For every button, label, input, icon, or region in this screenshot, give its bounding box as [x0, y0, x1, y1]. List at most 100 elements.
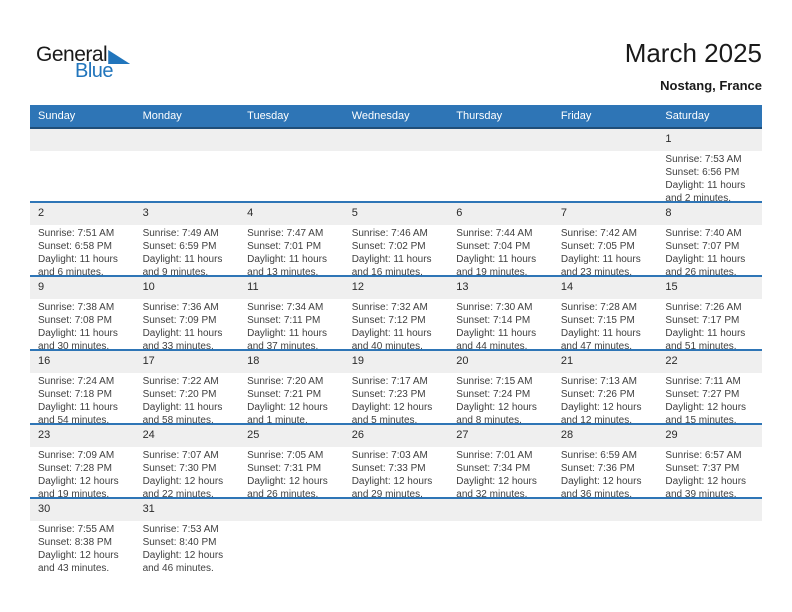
- sunrise-text: Sunrise: 7:03 AM: [351, 450, 428, 461]
- week-body: Sunrise: 7:53 AM Sunset: 6:56 PM Daylight:…: [30, 151, 762, 204]
- day-number: 10: [142, 281, 155, 293]
- logo-text-general: General: [36, 43, 108, 66]
- week-body: Sunrise: 7:55 AM Sunset: 8:38 PM Daylight:…: [30, 521, 762, 574]
- day-cell: Sunrise: 7:53 AM Sunset: 6:56 PM Daylight:…: [657, 151, 762, 205]
- sunrise-text: Sunrise: 7:53 AM: [142, 524, 219, 535]
- empty-day-number: [135, 129, 240, 151]
- sunset-text: Sunset: 7:04 PM: [456, 241, 531, 252]
- day-number: 9: [38, 281, 45, 293]
- day-number: 15: [665, 281, 678, 293]
- day-cell: Sunrise: 7:44 AM Sunset: 7:04 PM Daylight:…: [448, 225, 553, 279]
- week-body: Sunrise: 7:24 AM Sunset: 7:18 PM Daylight:…: [30, 373, 762, 426]
- empty-day-cell: [239, 521, 344, 575]
- weekday-monday: Monday: [142, 110, 182, 122]
- weekday-thursday: Thursday: [456, 110, 503, 122]
- daylight-text: Daylight: 12 hours and 29 minutes.: [351, 476, 433, 500]
- day-number: 2: [38, 207, 45, 219]
- sunset-text: Sunset: 7:30 PM: [142, 463, 217, 474]
- weekday-friday: Friday: [560, 110, 592, 122]
- sunset-text: Sunset: 7:27 PM: [665, 389, 740, 400]
- day-number: 25: [247, 429, 260, 441]
- sunrise-text: Sunrise: 7:07 AM: [142, 450, 219, 461]
- day-cell: Sunrise: 7:30 AM Sunset: 7:14 PM Daylight:…: [448, 299, 553, 353]
- daylight-text: Daylight: 11 hours and 51 minutes.: [665, 328, 746, 352]
- sunset-text: Sunset: 7:05 PM: [560, 241, 635, 252]
- sunset-text: Sunset: 7:01 PM: [247, 241, 322, 252]
- day-cell: Sunrise: 7:15 AM Sunset: 7:24 PM Daylight:…: [448, 373, 553, 427]
- day-cell: Sunrise: 7:53 AM Sunset: 8:40 PM Daylight:…: [135, 521, 240, 575]
- day-cell: Sunrise: 6:59 AM Sunset: 7:36 PM Daylight:…: [553, 447, 658, 501]
- empty-day-number: [448, 129, 553, 151]
- sunset-text: Sunset: 7:21 PM: [247, 389, 322, 400]
- sunrise-text: Sunrise: 7:26 AM: [665, 302, 742, 313]
- sunrise-text: Sunrise: 7:55 AM: [38, 524, 115, 535]
- sunset-text: Sunset: 7:08 PM: [38, 315, 112, 326]
- empty-day-cell: [657, 521, 762, 575]
- day-number: 13: [456, 281, 469, 293]
- day-number-band: 1: [30, 129, 762, 151]
- week-row: 1 Sunrise: 7:53 AM Sunset: 6:56 PM Daylight…: [30, 129, 762, 204]
- empty-day-number: [30, 129, 135, 151]
- daylight-text: Daylight: 12 hours and 43 minutes.: [38, 550, 119, 574]
- sunset-text: Sunset: 7:36 PM: [560, 463, 635, 474]
- day-number-band: 16 17 18 19 20 21 22: [30, 351, 762, 373]
- day-number: 30: [38, 503, 51, 515]
- day-number: 14: [560, 281, 574, 293]
- day-number: 4: [247, 207, 254, 219]
- sunset-text: Sunset: 7:33 PM: [351, 463, 426, 474]
- day-number: 29: [665, 429, 678, 441]
- sunset-text: Sunset: 7:34 PM: [456, 463, 531, 474]
- daylight-text: Daylight: 11 hours and 47 minutes.: [560, 328, 641, 352]
- sunset-text: Sunset: 7:31 PM: [247, 463, 322, 474]
- empty-day-number: [657, 499, 762, 521]
- sunrise-text: Sunrise: 7:42 AM: [560, 228, 637, 239]
- day-number: 24: [142, 429, 155, 441]
- day-number: 16: [38, 355, 51, 367]
- day-cell: Sunrise: 7:11 AM Sunset: 7:27 PM Daylight:…: [657, 373, 762, 427]
- day-number-band: 9 10 11 12 13 14 15: [30, 277, 762, 299]
- sunset-text: Sunset: 7:02 PM: [351, 241, 426, 252]
- day-number: 1: [665, 133, 672, 145]
- calendar-table: Sunday Monday Tuesday Wednesday Thursday Frid…: [30, 105, 762, 574]
- day-cell: Sunrise: 7:36 AM Sunset: 7:09 PM Daylight:…: [135, 299, 240, 353]
- daylight-text: Daylight: 12 hours and 46 minutes.: [142, 550, 224, 574]
- daylight-text: Daylight: 12 hours and 22 minutes.: [142, 476, 224, 500]
- sunrise-text: Sunrise: 7:30 AM: [456, 302, 533, 313]
- sunrise-text: Sunrise: 7:15 AM: [456, 376, 533, 387]
- day-number: 31: [142, 503, 155, 515]
- sunrise-text: Sunrise: 7:22 AM: [142, 376, 219, 387]
- daylight-text: Daylight: 11 hours and 23 minutes.: [560, 254, 641, 278]
- sunrise-text: Sunrise: 7:38 AM: [38, 302, 115, 313]
- weekday-tuesday: Tuesday: [247, 110, 289, 122]
- week-row: 23 24 25 26 27 28 29 Sunrise: 7:09 AM Sunset: 7:…: [30, 425, 762, 501]
- sunset-text: Sunset: 7:23 PM: [351, 389, 426, 400]
- calendar-weeks: 1 Sunrise: 7:53 AM Sunset: 6:56 PM Daylight…: [30, 129, 762, 574]
- sunset-text: Sunset: 8:38 PM: [38, 537, 112, 548]
- daylight-text: Daylight: 11 hours and 6 minutes.: [38, 254, 118, 278]
- empty-day-cell: [239, 151, 344, 205]
- day-cell: Sunrise: 7:38 AM Sunset: 7:08 PM Daylight:…: [30, 299, 135, 353]
- daylight-text: Daylight: 11 hours and 58 minutes.: [142, 402, 223, 426]
- logo-triangle-icon: [108, 50, 131, 64]
- sunrise-text: Sunrise: 7:11 AM: [665, 376, 741, 387]
- week-body: Sunrise: 7:38 AM Sunset: 7:08 PM Daylight:…: [30, 299, 762, 352]
- sunrise-text: Sunrise: 7:32 AM: [351, 302, 428, 313]
- general-blue-logo: General Blue: [36, 43, 131, 81]
- day-number: 23: [38, 429, 51, 441]
- sunrise-text: Sunrise: 6:59 AM: [560, 450, 637, 461]
- week-row: 16 17 18 19 20 21 22 Sunrise: 7:24 AM Sunset: 7:…: [30, 351, 762, 426]
- empty-day-number: [344, 129, 449, 151]
- week-row: 30 31 Sunrise: 7:55 AM Sunset: 8:38 PM Dayli…: [30, 499, 762, 574]
- day-cell: Sunrise: 7:03 AM Sunset: 7:33 PM Daylight:…: [344, 447, 449, 501]
- daylight-text: Daylight: 11 hours and 30 minutes.: [38, 328, 118, 352]
- daylight-text: Daylight: 11 hours and 40 minutes.: [351, 328, 432, 352]
- empty-day-number: [448, 499, 553, 521]
- daylight-text: Daylight: 12 hours and 39 minutes.: [665, 476, 747, 500]
- title-block: March 2025 Nostang, France: [625, 39, 762, 93]
- day-cell: Sunrise: 7:17 AM Sunset: 7:23 PM Daylight:…: [344, 373, 449, 427]
- day-number: 7: [560, 207, 567, 219]
- empty-day-number: [344, 499, 449, 521]
- sunrise-text: Sunrise: 7:01 AM: [456, 450, 533, 461]
- sunset-text: Sunset: 7:09 PM: [142, 315, 217, 326]
